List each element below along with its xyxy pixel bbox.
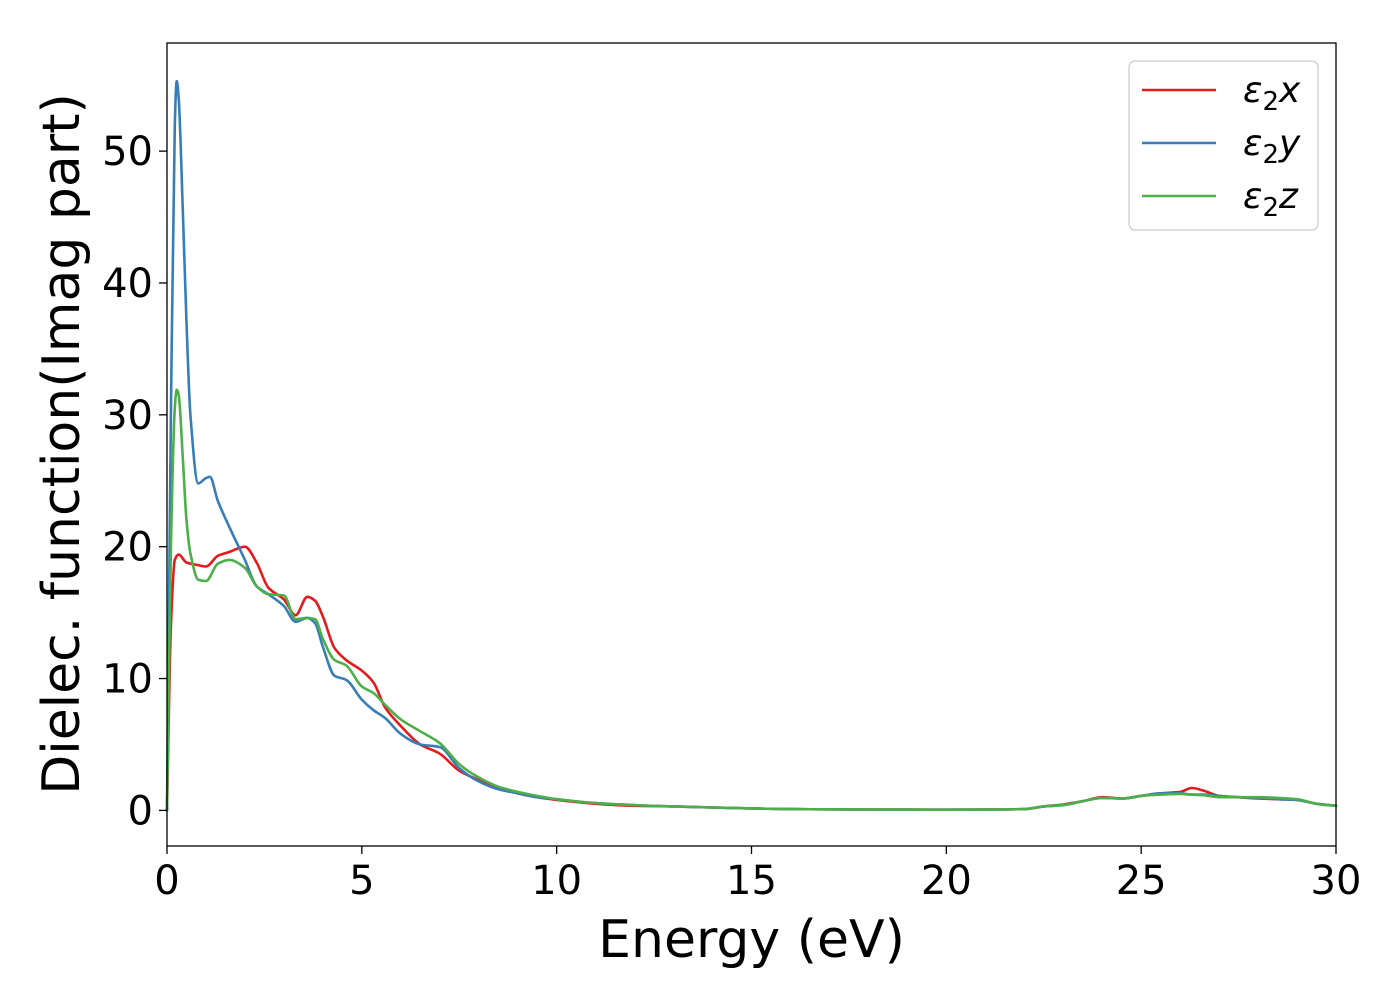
legend-box — [1128, 60, 1319, 231]
x-tick-label: 0 — [154, 858, 179, 904]
series-line-z — [165, 388, 1338, 812]
legend-label-x: ε2x — [1243, 70, 1301, 117]
x-tick-label: 30 — [1311, 858, 1362, 904]
y-tick-label: 10 — [102, 657, 153, 703]
y-tick-label: 0 — [128, 788, 153, 834]
x-tick-label: 15 — [726, 858, 777, 904]
x-tick-label: 20 — [921, 858, 972, 904]
y-axis: 0 10 20 30 40 50 — [102, 129, 167, 834]
x-axis-label: Energy (eV) — [598, 910, 905, 970]
legend: ε2x ε2y ε2z — [1128, 60, 1319, 231]
x-tick-label: 5 — [349, 858, 374, 904]
legend-label-z: ε2z — [1243, 176, 1299, 223]
x-axis: 0 5 10 15 20 25 30 — [154, 846, 1361, 904]
legend-label-y: ε2y — [1243, 123, 1301, 170]
y-tick-label: 50 — [102, 129, 153, 175]
y-tick-label: 30 — [102, 393, 153, 439]
y-tick-label: 20 — [102, 525, 153, 571]
y-tick-label: 40 — [102, 261, 153, 307]
x-tick-label: 25 — [1116, 858, 1167, 904]
plot-area — [165, 79, 1338, 812]
y-axis-label: Dielec. function(Imag part) — [32, 93, 92, 795]
x-tick-label: 10 — [531, 858, 582, 904]
